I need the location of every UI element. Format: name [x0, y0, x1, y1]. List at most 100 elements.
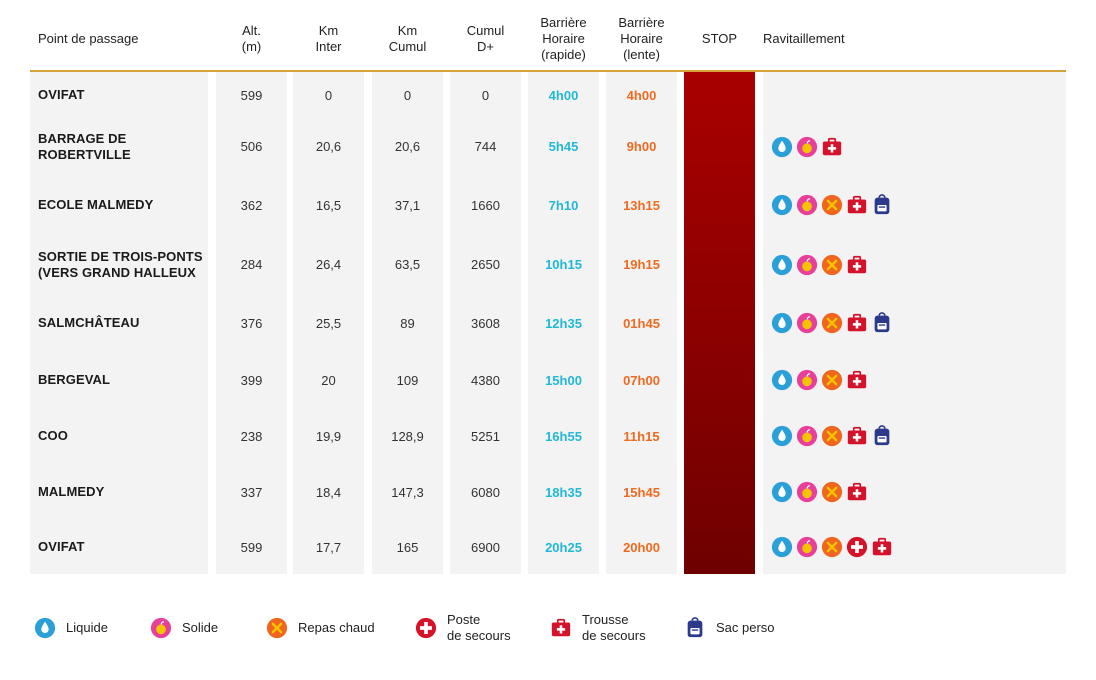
header-barrier-fast: Barrière Horaire (rapide)	[540, 15, 587, 62]
km-cumul: 0	[403, 87, 412, 103]
first-aid-kit-icon	[846, 312, 868, 334]
checkpoint-table: Point de passage Alt. (m) Km Inter Km Cu…	[30, 8, 1066, 574]
checkpoint-name: OVIFAT	[38, 87, 85, 102]
header-cumul-dplus: Cumul D+	[466, 23, 505, 54]
legend-label: Liquide	[66, 620, 108, 635]
legend-item: Repas chaud	[266, 608, 375, 648]
table-row: OVIFAT 599 0 0 0 4h00 4h00	[30, 72, 1066, 118]
cumul-dplus: 6900	[471, 539, 500, 555]
legend: Liquide Solide Repas chaud Poste de secours…	[30, 608, 1066, 648]
supplies-icons	[763, 175, 1074, 235]
first-aid-kit-icon	[846, 481, 868, 503]
utensils-icon	[821, 254, 843, 276]
water-drop-icon	[771, 481, 793, 503]
table-header: Point de passage Alt. (m) Km Inter Km Cu…	[30, 8, 1066, 72]
km-inter: 26,4	[315, 257, 342, 272]
legend-label: Solide	[182, 620, 219, 635]
legend-label: Poste de secours	[447, 612, 511, 643]
altitude: 599	[240, 539, 263, 555]
table-row: BERGEVAL 399 20 109 4380 15h00 07h00	[30, 352, 1066, 408]
table-row: ECOLE MALMEDY 362 16,5 37,1 1660 7h10 13h15	[30, 175, 1066, 235]
barrier-slow: 13h15	[623, 197, 660, 213]
column-bg	[450, 72, 521, 574]
km-inter: 18,4	[315, 484, 342, 500]
km-cumul: 20,6	[394, 139, 421, 154]
water-drop-icon	[771, 194, 793, 216]
apple-icon	[150, 617, 182, 639]
barrier-fast: 20h25	[545, 539, 582, 555]
cumul-dplus: 2650	[471, 257, 500, 272]
header-altitude: Alt. (m)	[241, 23, 262, 54]
header-barrier-slow: Barrière Horaire (lente)	[618, 15, 665, 62]
cumul-dplus: 6080	[471, 484, 500, 500]
cumul-dplus: 3608	[471, 315, 500, 331]
altitude: 399	[240, 372, 263, 388]
backpack-icon	[871, 425, 893, 447]
utensils-icon	[821, 312, 843, 334]
altitude: 599	[240, 87, 263, 103]
legend-item: Sac perso	[684, 608, 775, 648]
column-bg	[30, 72, 208, 574]
barrier-slow: 4h00	[626, 87, 657, 103]
checkpoint-name: SORTIE DE TROIS-PONTS (VERS GRAND HALLEU…	[38, 248, 203, 280]
water-drop-icon	[771, 136, 793, 158]
backpack-icon	[871, 194, 893, 216]
utensils-icon	[821, 425, 843, 447]
barrier-fast: 12h35	[545, 315, 582, 331]
water-drop-icon	[771, 312, 793, 334]
utensils-icon	[821, 536, 843, 558]
utensils-icon	[821, 369, 843, 391]
barrier-slow: 19h15	[623, 257, 660, 272]
backpack-icon	[871, 312, 893, 334]
cumul-dplus: 0	[481, 87, 490, 103]
first-aid-cross-icon	[415, 617, 447, 639]
legend-label: Trousse de secours	[582, 612, 646, 643]
first-aid-cross-icon	[846, 536, 868, 558]
cumul-dplus: 5251	[471, 428, 500, 444]
apple-icon	[796, 481, 818, 503]
altitude: 376	[240, 315, 263, 331]
barrier-fast: 10h15	[545, 257, 582, 272]
column-bg	[216, 72, 287, 574]
barrier-fast: 4h00	[548, 87, 579, 103]
km-inter: 20	[321, 372, 336, 388]
column-bg	[606, 72, 677, 574]
km-inter: 16,5	[315, 197, 342, 213]
first-aid-kit-icon	[871, 536, 893, 558]
checkpoint-name: ECOLE MALMEDY	[38, 197, 154, 212]
header-supplies: Ravitaillement	[763, 31, 845, 46]
km-inter: 20,6	[315, 139, 342, 154]
supplies-icons	[763, 118, 1074, 175]
km-inter: 25,5	[315, 315, 342, 331]
table-row: SORTIE DE TROIS-PONTS (VERS GRAND HALLEU…	[30, 235, 1066, 294]
water-drop-icon	[771, 254, 793, 276]
km-cumul: 63,5	[394, 257, 421, 272]
apple-icon	[796, 254, 818, 276]
altitude: 506	[240, 139, 263, 154]
utensils-icon	[266, 617, 298, 639]
column-bg	[372, 72, 443, 574]
table-row: MALMEDY 337 18,4 147,3 6080 18h35 15h45	[30, 464, 1066, 520]
altitude: 284	[240, 257, 263, 272]
altitude: 238	[240, 428, 263, 444]
table-body: OVIFAT 599 0 0 0 4h00 4h00 BARRAGE DE ROBERTVIL…	[30, 72, 1066, 574]
supplies-icons	[763, 464, 1074, 520]
first-aid-kit-icon	[821, 136, 843, 158]
barrier-fast: 16h55	[545, 428, 582, 444]
water-drop-icon	[771, 536, 793, 558]
legend-label: Sac perso	[716, 620, 775, 635]
first-aid-kit-icon	[846, 425, 868, 447]
km-cumul: 89	[400, 315, 415, 331]
apple-icon	[796, 312, 818, 334]
water-drop-icon	[771, 425, 793, 447]
barrier-slow: 11h15	[623, 428, 660, 444]
legend-item: Solide	[150, 608, 218, 648]
barrier-slow: 9h00	[626, 139, 657, 154]
water-drop-icon	[34, 617, 66, 639]
legend-label: Repas chaud	[298, 620, 375, 635]
stop-column	[684, 72, 755, 574]
legend-item: Trousse de secours	[550, 608, 646, 648]
km-cumul: 109	[396, 372, 419, 388]
first-aid-kit-icon	[846, 369, 868, 391]
km-inter: 17,7	[315, 539, 342, 555]
